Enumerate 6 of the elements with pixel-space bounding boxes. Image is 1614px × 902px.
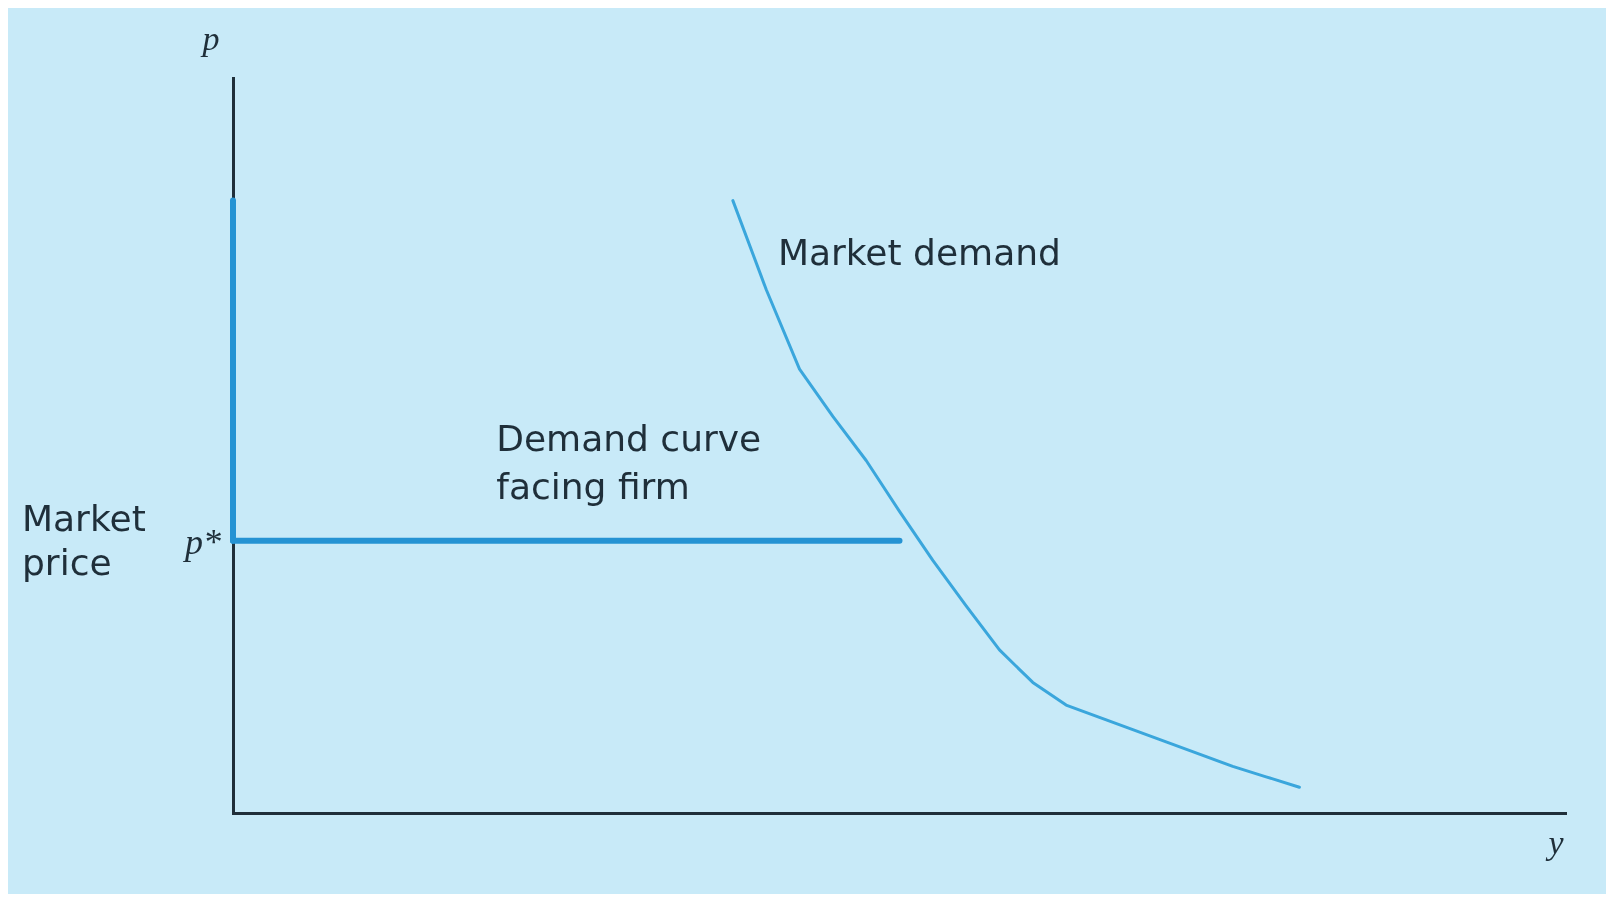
series-label: Market demand	[777, 231, 1061, 273]
series-label: Demand curve facing firm	[496, 417, 762, 507]
text: Market price	[22, 497, 146, 583]
x-axis-title: y	[1545, 823, 1565, 861]
y-axis-title: p	[200, 19, 220, 57]
text: p*	[182, 522, 221, 563]
